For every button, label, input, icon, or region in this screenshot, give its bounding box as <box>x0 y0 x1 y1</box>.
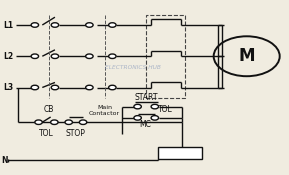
Circle shape <box>31 23 38 27</box>
Text: L2: L2 <box>3 52 14 61</box>
Text: M: M <box>238 47 255 65</box>
Circle shape <box>134 104 141 109</box>
Circle shape <box>86 23 93 27</box>
Circle shape <box>31 54 38 58</box>
Circle shape <box>86 54 93 58</box>
Text: STOP: STOP <box>66 129 86 138</box>
Text: CB: CB <box>43 105 54 114</box>
Circle shape <box>31 85 38 90</box>
Text: L1: L1 <box>3 20 14 30</box>
Circle shape <box>151 104 159 109</box>
Text: L3: L3 <box>3 83 14 92</box>
Circle shape <box>86 85 93 90</box>
Circle shape <box>109 85 116 90</box>
Text: START: START <box>134 93 158 101</box>
Text: MC: MC <box>139 120 151 129</box>
Circle shape <box>51 23 59 27</box>
Bar <box>158 147 202 159</box>
Circle shape <box>65 120 73 124</box>
Circle shape <box>79 120 87 124</box>
Circle shape <box>51 120 58 124</box>
Text: Coil: Coil <box>173 150 186 156</box>
Circle shape <box>151 116 159 120</box>
Circle shape <box>109 23 116 27</box>
Text: N: N <box>1 156 8 165</box>
Bar <box>146 15 185 98</box>
Circle shape <box>51 54 59 58</box>
Circle shape <box>109 54 116 58</box>
Circle shape <box>35 120 42 124</box>
Text: Main
Contactor: Main Contactor <box>89 105 120 116</box>
Text: TOL: TOL <box>158 105 173 114</box>
Text: ELECTRONICS HUB: ELECTRONICS HUB <box>105 65 161 70</box>
Text: TOL: TOL <box>39 129 54 138</box>
Circle shape <box>134 116 141 120</box>
Circle shape <box>51 85 59 90</box>
